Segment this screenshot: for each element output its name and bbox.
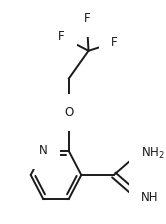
Text: NH: NH xyxy=(141,190,158,203)
Text: F: F xyxy=(83,12,90,25)
Text: NH$_2$: NH$_2$ xyxy=(141,145,165,161)
Text: F: F xyxy=(58,30,65,43)
Text: O: O xyxy=(64,106,73,119)
Text: F: F xyxy=(111,36,117,49)
Text: N: N xyxy=(39,144,48,157)
